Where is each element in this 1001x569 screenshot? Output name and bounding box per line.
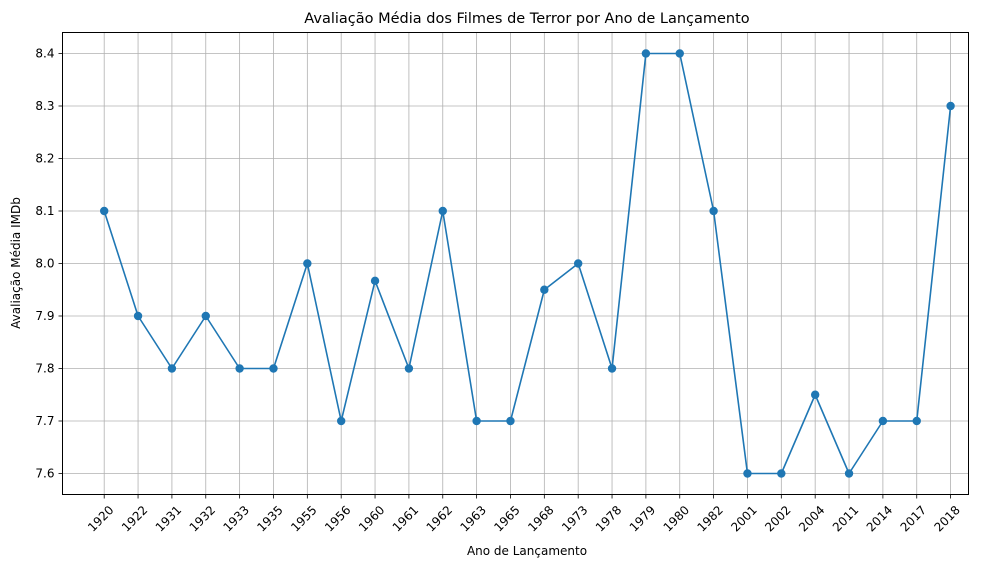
- data-point: [777, 469, 786, 478]
- y-tick-label: 8.2: [35, 152, 54, 166]
- data-point: [336, 416, 346, 426]
- data-point: [438, 206, 447, 216]
- y-axis-label: Avaliação Média IMDb: [9, 197, 23, 329]
- data-point: [709, 206, 718, 216]
- data-point: [235, 364, 244, 373]
- x-tick-label: 2018: [931, 503, 962, 534]
- x-tick-label: 1982: [694, 503, 725, 534]
- x-tick-label: 2017: [898, 503, 929, 534]
- y-tick-label: 8.1: [35, 204, 54, 218]
- x-tick-label: 1963: [457, 503, 488, 534]
- y-tick-label: 7.7: [35, 414, 54, 428]
- x-tick-label: 1973: [559, 503, 590, 534]
- y-tick-label: 7.9: [35, 309, 54, 323]
- x-tick-label: 2004: [796, 503, 827, 534]
- x-tick-label: 1978: [593, 503, 624, 534]
- x-tick-label: 1933: [220, 503, 251, 534]
- data-point: [472, 416, 481, 426]
- x-tick-label: 1960: [356, 503, 387, 534]
- x-tick-label: 1920: [85, 503, 116, 534]
- data-point: [269, 364, 278, 373]
- data-point: [912, 416, 921, 426]
- x-tick-label: 1922: [119, 503, 150, 534]
- x-tick-label: 2002: [762, 503, 793, 534]
- x-axis-label: Ano de Lançamento: [467, 544, 587, 558]
- grid: [62, 32, 969, 495]
- data-point: [810, 390, 820, 399]
- x-tick-label: 2011: [830, 503, 861, 534]
- series-line: [103, 52, 952, 475]
- y-tick-label: 8.4: [35, 47, 54, 61]
- x-tick-label: 2014: [864, 503, 895, 534]
- data-point: [303, 259, 312, 268]
- x-tick-label: 1962: [424, 503, 455, 534]
- data-point: [607, 364, 617, 373]
- data-point: [167, 364, 177, 373]
- chart-title: Avaliação Média dos Filmes de Terror por…: [304, 11, 750, 27]
- data-point: [573, 259, 583, 268]
- x-tick-label: 1961: [390, 503, 421, 534]
- y-tick-label: 7.6: [35, 467, 54, 481]
- x-tick-label: 1980: [661, 503, 692, 534]
- series: [100, 49, 955, 478]
- x-tick-label: 1935: [254, 503, 285, 534]
- data-point: [133, 311, 143, 321]
- data-point: [201, 311, 210, 321]
- axis-ticks: 1920 1922 1931 1932 1933 1935 1955 1956 1960 1961…: [35, 47, 963, 535]
- x-tick-label: 2001: [728, 503, 759, 534]
- x-tick-label: 1955: [288, 503, 319, 534]
- data-point: [675, 49, 684, 58]
- data-point: [540, 285, 549, 294]
- x-tick-label: 1932: [187, 503, 218, 534]
- x-tick-label: 1979: [627, 503, 658, 534]
- x-tick-label: 1968: [525, 503, 556, 534]
- y-tick-label: 7.8: [35, 362, 54, 376]
- data-point: [404, 364, 414, 373]
- data-point: [506, 416, 515, 426]
- y-tick-label: 8.3: [35, 99, 54, 113]
- x-tick-label: 1965: [491, 503, 522, 534]
- x-tick-label: 1956: [322, 503, 353, 534]
- data-point: [370, 276, 380, 286]
- data-point: [743, 469, 752, 478]
- data-point: [100, 206, 109, 216]
- y-tick-label: 8.0: [35, 257, 54, 271]
- x-tick-label: 1931: [153, 503, 184, 534]
- data-point: [844, 469, 854, 478]
- data-point: [878, 416, 888, 426]
- data-point: [946, 101, 955, 111]
- data-point: [641, 49, 651, 58]
